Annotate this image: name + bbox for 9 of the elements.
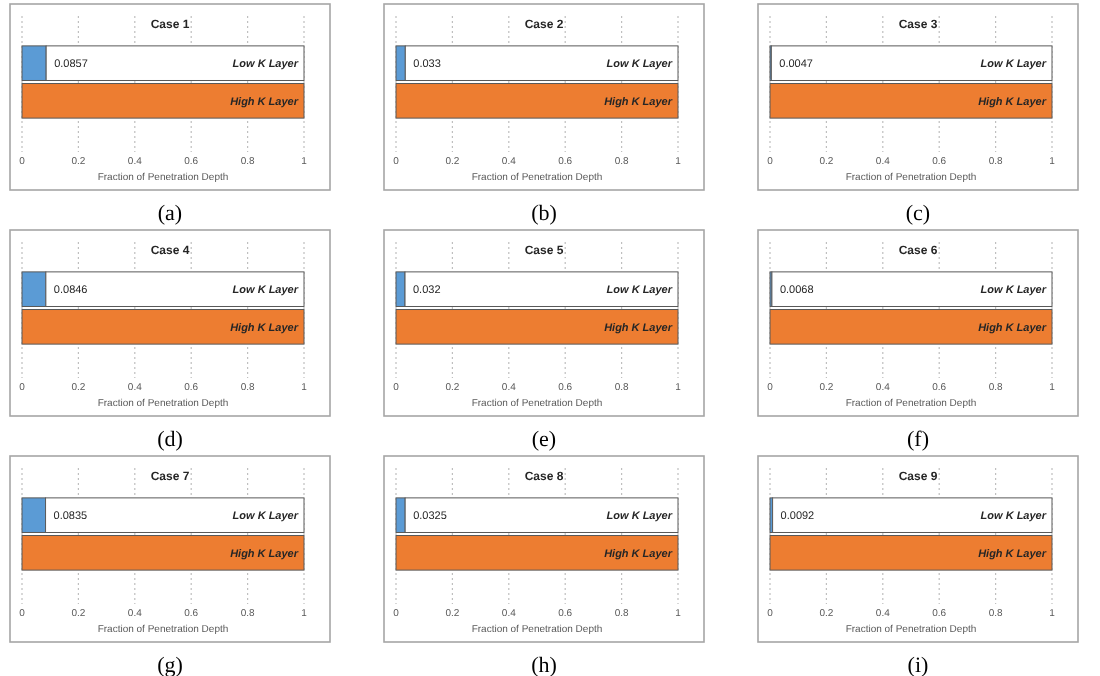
text: (g) <box>157 654 184 676</box>
text: (c) <box>905 202 931 226</box>
text: (d) <box>157 428 184 452</box>
text: (a) <box>157 202 183 226</box>
text: (e) <box>531 428 557 452</box>
text: (f) <box>907 428 930 452</box>
text: (b) <box>531 202 558 226</box>
text: (h) <box>531 654 558 676</box>
text: (i) <box>907 654 930 676</box>
